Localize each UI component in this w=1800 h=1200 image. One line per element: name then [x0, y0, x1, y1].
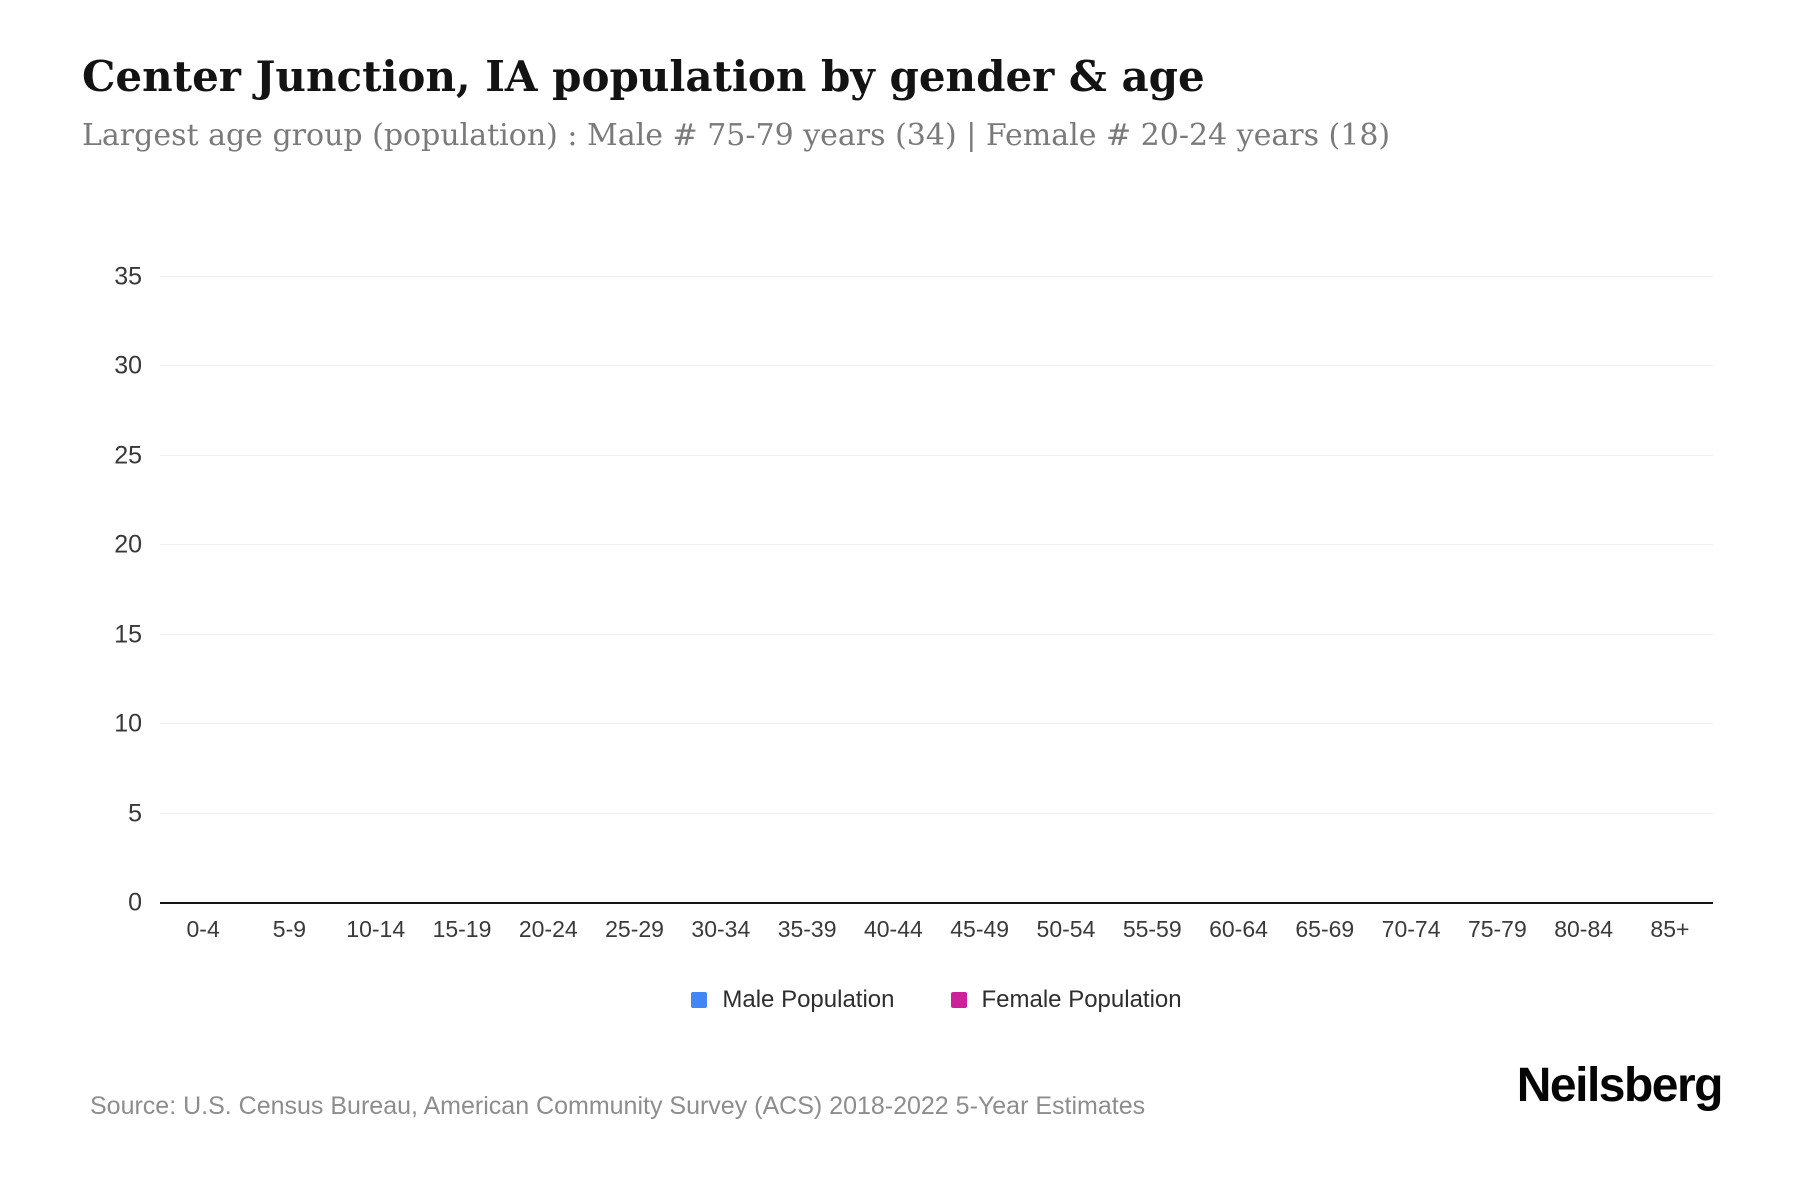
bar-value-label: 34 — [1469, 907, 1492, 929]
bar-value-label: 18 — [554, 907, 577, 929]
x-axis-label-55-59: 55-59 — [1122, 916, 1182, 942]
x-axis-label-15-19: 15-19 — [432, 916, 492, 942]
y-tick-label-5: 5 — [128, 799, 142, 828]
bar-group-70-74: 7 — [1368, 277, 1454, 929]
x-axis-label-20-24: 20-24 — [518, 916, 578, 942]
gridline-10 — [160, 723, 1713, 725]
bar-value-label: 7 — [1508, 907, 1520, 929]
gridline-20 — [160, 544, 1713, 546]
x-axis-label-70-74: 70-74 — [1381, 916, 1441, 942]
y-tick-label-20: 20 — [114, 530, 142, 559]
bar-group-40-44 — [850, 277, 936, 903]
bar-value-label: 7 — [1077, 907, 1089, 929]
legend-item-male[interactable]: Male Population — [691, 986, 895, 1014]
plot-area: 0 5 10 15 20 25 30 35 8 8 18 8 4 6 7 8 7 6 7 7 34 7 — [114, 264, 1713, 929]
gridline-35 — [160, 276, 1713, 277]
legend-item-female[interactable]: Female Population — [950, 986, 1182, 1014]
bar-group-75-79: 34 7 — [1454, 277, 1540, 929]
bar-value-label: 8 — [439, 907, 451, 929]
bar-group-60-64: 7 — [1195, 277, 1281, 929]
bar-group-55-59: 8 — [1109, 277, 1195, 929]
gridline-15 — [160, 633, 1713, 635]
y-tick-label-35: 35 — [114, 262, 142, 291]
x-axis-label-25-29: 25-29 — [605, 916, 664, 942]
bar-group-5-9 — [246, 277, 332, 903]
x-axis-label-10-14: 10-14 — [346, 916, 406, 942]
bar-value-label: 7 — [1215, 907, 1228, 929]
x-axis-label-75-79: 75-79 — [1467, 916, 1527, 942]
bar-value-label: 8 — [645, 907, 658, 929]
x-axis-label-0-4: 0-4 — [186, 916, 220, 942]
y-tick-label-15: 15 — [114, 620, 142, 649]
legend-label: Male Population — [722, 986, 895, 1013]
x-axis-label-50-54: 50-54 — [1036, 916, 1096, 942]
legend-swatch-icon — [950, 992, 967, 1008]
neilsberg-logo: Neilsberg — [1516, 1059, 1724, 1112]
bar-value-label: 6 — [1302, 907, 1314, 929]
bar-value-label: 8 — [214, 907, 226, 929]
gridline-25 — [160, 454, 1713, 456]
bar-value-label: 7 — [1336, 907, 1348, 929]
x-axis-label-45-49: 45-49 — [950, 916, 1010, 942]
chart-legend: Male Population Female Population — [160, 986, 1713, 1014]
legend-swatch-icon — [691, 992, 708, 1008]
page-subtitle: Largest age group (population) : Male # … — [82, 118, 1391, 153]
bar-value-label: 7 — [1422, 907, 1434, 929]
y-tick-label-30: 30 — [114, 351, 142, 380]
x-axis-label-30-34: 30-34 — [691, 916, 751, 942]
bar-series-area: 8 8 18 8 4 6 7 8 7 6 7 7 34 7 — [160, 277, 1713, 929]
bar-group-80-84 — [1541, 277, 1627, 903]
bar-group-0-4: 8 — [160, 277, 246, 929]
x-axis-label-40-44: 40-44 — [863, 916, 923, 942]
x-axis-label-65-69: 65-69 — [1295, 916, 1355, 942]
x-axis-line — [160, 902, 1713, 904]
bar-value-label: 6 — [1043, 907, 1055, 929]
bar-group-45-49 — [937, 277, 1023, 903]
bar-group-85+ — [1627, 277, 1713, 903]
x-axis-label-60-64: 60-64 — [1209, 916, 1268, 942]
source-text: Source: U.S. Census Bureau, American Com… — [90, 1092, 1146, 1120]
y-tick-label-25: 25 — [114, 441, 142, 470]
y-tick-label-0: 0 — [128, 888, 142, 917]
bar-value-label: 4 — [698, 907, 710, 929]
bar-group-10-14 — [333, 277, 419, 903]
x-axis-label-80-84: 80-84 — [1554, 916, 1614, 942]
y-tick-label-10: 10 — [114, 709, 142, 738]
legend-label: Female Population — [981, 986, 1182, 1013]
bar-value-label: 8 — [1163, 907, 1175, 929]
x-axis-label-85+: 85+ — [1650, 916, 1690, 942]
x-axis-label-35-39: 35-39 — [777, 916, 837, 942]
bar-group-25-29: 8 — [591, 277, 677, 929]
bar-group-15-19: 8 — [419, 277, 505, 929]
x-axis-labels: 0-4 5-9 10-14 15-19 20-24 25-29 30-34 35-39 40-4… — [160, 916, 1713, 943]
bar-group-30-34: 4 — [678, 277, 764, 929]
bar-group-35-39 — [764, 277, 850, 903]
x-axis-label-5-9: 5-9 — [272, 916, 307, 942]
page-title: Center Junction, IA population by gender… — [82, 52, 1205, 101]
gridline-5 — [160, 812, 1713, 814]
gridline-30 — [160, 365, 1713, 367]
bar-group-20-24: 18 — [505, 277, 591, 929]
